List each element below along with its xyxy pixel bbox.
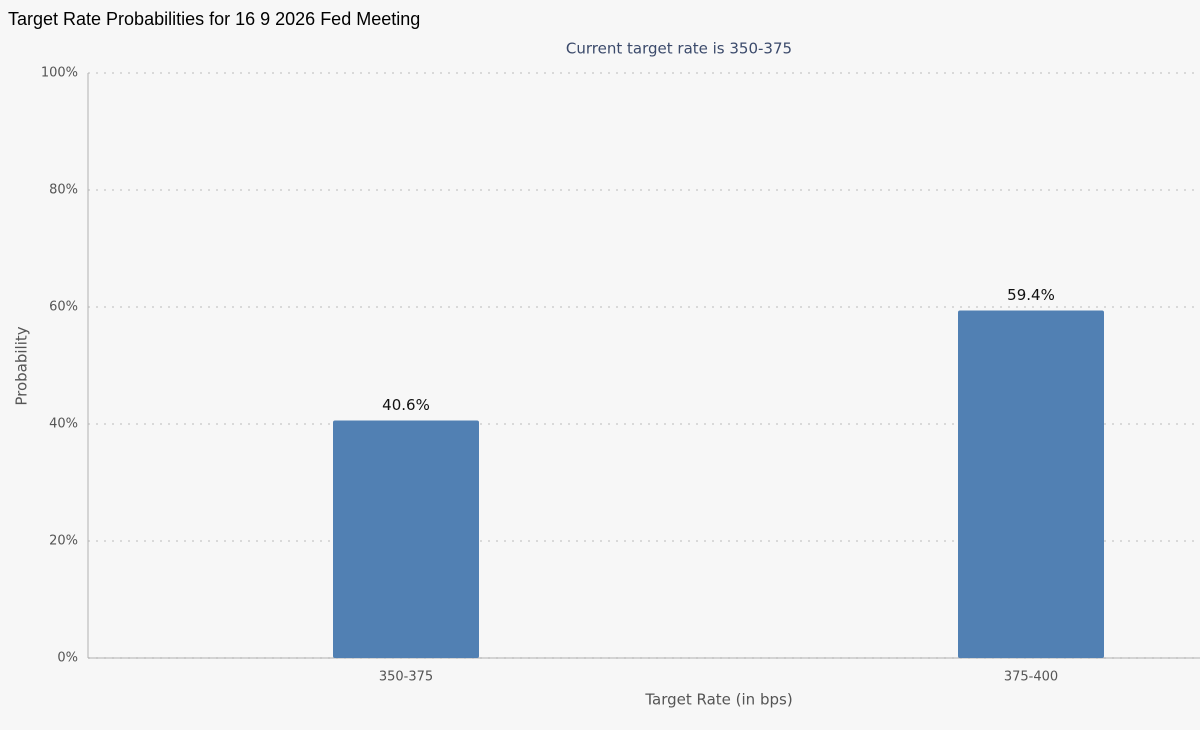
chart-title: Target Rate Probabilities for 16 9 2026 … — [8, 9, 420, 29]
y-tick-label: 60% — [49, 300, 78, 315]
y-tick-label: 80% — [49, 183, 78, 198]
bar — [958, 310, 1104, 658]
y-tick-label: 0% — [57, 651, 78, 666]
value-label: 59.4% — [1007, 286, 1055, 304]
y-axis-label: Probability — [13, 326, 31, 405]
y-tick-label: 40% — [49, 417, 78, 432]
bar — [333, 420, 479, 658]
y-tick-label: 20% — [49, 534, 78, 549]
x-axis-label: Target Rate (in bps) — [644, 691, 792, 709]
x-tick-label: 375-400 — [1004, 670, 1058, 685]
x-tick-label: 350-375 — [379, 670, 433, 685]
value-label: 40.6% — [382, 396, 430, 414]
chart-subtitle: Current target rate is 350-375 — [566, 40, 792, 58]
y-tick-label: 100% — [41, 66, 78, 81]
